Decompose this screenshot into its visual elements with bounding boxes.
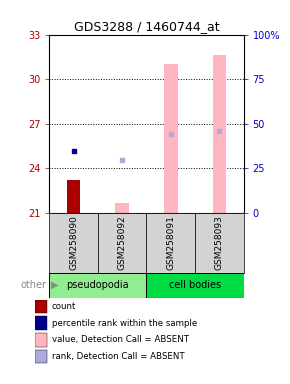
Text: pseudopodia: pseudopodia xyxy=(67,280,129,290)
Bar xyxy=(67,180,80,213)
Bar xyxy=(146,213,195,273)
Bar xyxy=(98,213,146,273)
Text: other: other xyxy=(20,280,46,290)
Text: value, Detection Call = ABSENT: value, Detection Call = ABSENT xyxy=(52,336,188,344)
Text: ▶: ▶ xyxy=(51,280,58,290)
Bar xyxy=(146,273,244,298)
Bar xyxy=(115,203,129,213)
Bar xyxy=(35,333,47,346)
Text: count: count xyxy=(52,301,76,311)
Text: GSM258093: GSM258093 xyxy=(215,215,224,270)
Bar xyxy=(35,316,47,329)
Bar xyxy=(49,273,146,298)
Text: cell bodies: cell bodies xyxy=(169,280,221,290)
Bar xyxy=(35,300,47,313)
Bar xyxy=(49,213,98,273)
Title: GDS3288 / 1460744_at: GDS3288 / 1460744_at xyxy=(74,20,219,33)
Text: GSM258090: GSM258090 xyxy=(69,215,78,270)
Text: GSM258091: GSM258091 xyxy=(166,215,175,270)
Bar xyxy=(195,213,244,273)
Text: rank, Detection Call = ABSENT: rank, Detection Call = ABSENT xyxy=(52,353,184,361)
Bar xyxy=(35,351,47,364)
Text: percentile rank within the sample: percentile rank within the sample xyxy=(52,318,197,328)
Bar xyxy=(164,65,177,213)
Text: GSM258092: GSM258092 xyxy=(118,215,127,270)
Bar xyxy=(213,55,226,213)
